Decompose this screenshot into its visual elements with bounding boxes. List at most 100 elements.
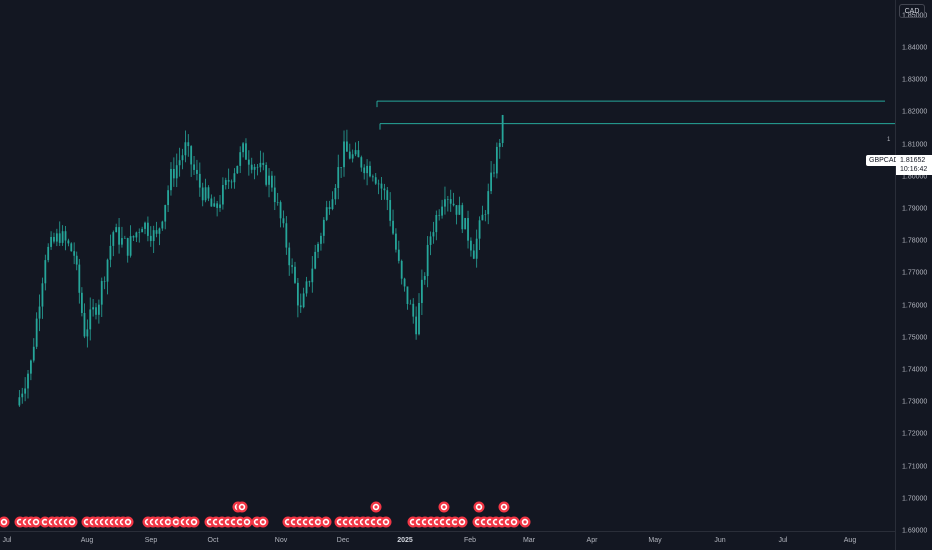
last-price-value: 1.81652 — [900, 157, 926, 164]
candle-body — [236, 165, 239, 174]
candle-body — [138, 232, 141, 233]
candle-body — [149, 235, 152, 242]
economic-event-icon[interactable] — [241, 516, 253, 528]
event-markers[interactable] — [0, 501, 531, 528]
price-tick-label: 1.74000 — [902, 366, 928, 374]
candle-body — [397, 249, 400, 261]
candle-body — [444, 199, 446, 207]
economic-event-icon[interactable] — [519, 516, 531, 528]
candle-body — [75, 255, 78, 265]
economic-event-icon[interactable] — [320, 516, 332, 528]
candle-body — [288, 247, 291, 266]
economic-event-icon[interactable] — [473, 501, 485, 513]
candle-body — [196, 169, 198, 174]
economic-event-icon[interactable] — [162, 516, 174, 528]
economic-event-icon[interactable] — [170, 516, 182, 528]
economic-event-icon[interactable] — [312, 516, 324, 528]
price-chart-plot[interactable] — [0, 0, 895, 531]
candle-body — [83, 312, 86, 337]
candle-body — [481, 214, 484, 221]
candle-body — [155, 230, 158, 234]
price-tick-label: 1.84000 — [902, 44, 928, 52]
candle-body — [268, 175, 270, 185]
time-tick-label: Jul — [2, 537, 12, 544]
candle-body — [44, 260, 47, 284]
candle-body — [161, 221, 164, 229]
candle-body — [377, 183, 380, 185]
candle-body — [461, 205, 464, 230]
candle-body — [317, 243, 319, 252]
economic-event-icon[interactable] — [30, 516, 42, 528]
candle-body — [296, 282, 299, 306]
candle-body — [227, 180, 230, 182]
last-price-label: 1.81652 10:16:42 — [896, 155, 932, 175]
candle-body — [21, 393, 24, 398]
economic-event-icon[interactable] — [498, 501, 510, 513]
candle-body — [299, 305, 302, 308]
economic-event-icon[interactable] — [456, 516, 468, 528]
candle-body — [334, 187, 337, 200]
candle-body — [354, 150, 357, 155]
time-tick-label: Mar — [522, 537, 536, 544]
price-tick-label: 1.75000 — [902, 334, 928, 342]
candle-body — [357, 150, 360, 158]
candle-body — [70, 243, 73, 252]
candle-body — [265, 164, 268, 185]
candle-body — [346, 141, 348, 152]
candle-body — [152, 230, 155, 242]
candle-body — [449, 199, 452, 204]
candle-body — [178, 160, 181, 166]
candle-body — [415, 316, 418, 335]
price-tick-label: 1.80000 — [902, 173, 928, 181]
economic-event-icon[interactable] — [380, 516, 392, 528]
candle-body — [193, 164, 195, 170]
candle-body — [95, 307, 97, 315]
candle-body — [331, 199, 334, 209]
candle-body — [242, 143, 244, 153]
candle-body — [27, 373, 29, 389]
economic-event-icon[interactable] — [188, 516, 200, 528]
candle-body — [224, 180, 227, 186]
price-axis[interactable]: 1.860001.850001.840001.830001.820001.810… — [895, 0, 932, 550]
price-tick-label: 1.72000 — [902, 430, 928, 438]
candle-body — [340, 167, 343, 168]
candle-body — [369, 165, 371, 177]
economic-event-icon[interactable] — [0, 516, 10, 528]
economic-event-icon[interactable] — [236, 501, 248, 513]
candle-body — [158, 228, 161, 234]
candle-body — [233, 173, 236, 183]
candle-body — [438, 214, 441, 216]
candle-body — [58, 233, 61, 243]
candle-body — [207, 187, 210, 199]
candle-body — [360, 157, 363, 168]
candle-body — [418, 303, 420, 335]
candle-body — [132, 236, 135, 238]
candle-body — [141, 228, 144, 233]
currency-button[interactable]: CAD — [899, 4, 925, 18]
candle-body — [135, 232, 138, 238]
economic-event-icon[interactable] — [257, 516, 269, 528]
economic-event-icon[interactable] — [438, 501, 450, 513]
horizontal-levels[interactable] — [376, 100, 895, 130]
candle-body — [50, 236, 52, 247]
time-tick-label: Jun — [714, 537, 726, 544]
candle-body — [129, 236, 132, 256]
economic-event-icon[interactable] — [122, 516, 134, 528]
price-tick-label: 1.76000 — [902, 302, 928, 310]
candle-body — [495, 146, 498, 174]
time-tick-label: Aug — [843, 537, 857, 544]
candle-body — [210, 198, 213, 207]
price-tick-label: 1.82000 — [902, 108, 928, 116]
economic-event-icon[interactable] — [66, 516, 78, 528]
candle-body — [363, 167, 366, 174]
candle-body — [80, 292, 83, 313]
candle-body — [392, 220, 394, 234]
candle-body — [112, 232, 115, 246]
economic-event-icon[interactable] — [508, 516, 520, 528]
candle-body — [181, 155, 184, 161]
time-axis[interactable]: Jul Aug Sep Oct Nov Dec 2025 Feb Mar Apr May Jun Jul… — [0, 531, 895, 550]
candle-body — [109, 245, 112, 260]
candle-body — [190, 146, 193, 165]
economic-event-icon[interactable] — [370, 501, 382, 513]
